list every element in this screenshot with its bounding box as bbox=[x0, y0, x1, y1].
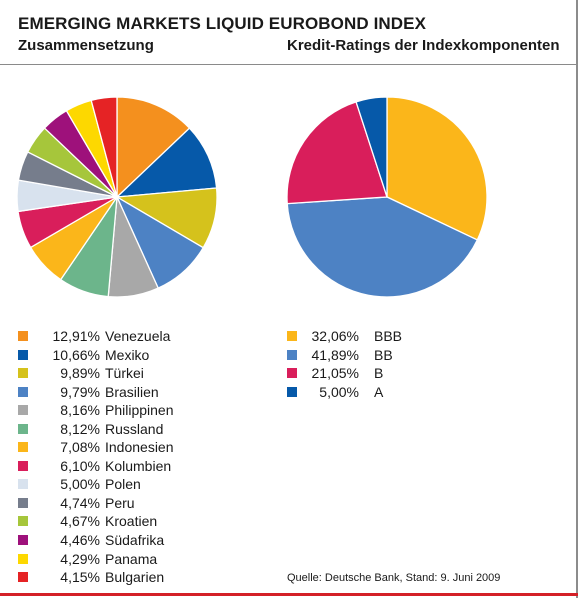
legend-value: 21,05% bbox=[311, 365, 359, 382]
legend-value: 8,12% bbox=[60, 420, 100, 437]
subtitle-credit-ratings: Kredit-Ratings der Indexkomponenten bbox=[287, 37, 560, 54]
legend-label: B bbox=[374, 365, 384, 382]
legend-swatch bbox=[18, 423, 28, 434]
legend-value: 4,74% bbox=[60, 494, 100, 511]
legend-label: Türkei bbox=[105, 365, 144, 382]
legend-value: 41,89% bbox=[311, 346, 359, 363]
legend-label: Russland bbox=[105, 420, 164, 437]
legend-value: 4,15% bbox=[60, 569, 100, 586]
frame-bottom-border bbox=[0, 593, 578, 596]
ratings-slice-bb bbox=[286, 196, 478, 298]
ratings-slice-b bbox=[286, 101, 388, 205]
legend-value: 5,00% bbox=[319, 383, 359, 400]
legend-label: Peru bbox=[105, 494, 135, 511]
legend-value: 8,16% bbox=[60, 402, 100, 419]
legend-swatch bbox=[18, 331, 28, 341]
legend-swatch bbox=[18, 349, 28, 360]
composition-slice-mexiko bbox=[116, 127, 218, 198]
legend-value: 12,91% bbox=[52, 328, 100, 344]
legend-label: Bulgarien bbox=[105, 569, 165, 586]
legend-swatch bbox=[287, 386, 297, 397]
legend-value: 5,00% bbox=[60, 476, 100, 493]
legend-value: 32,06% bbox=[311, 328, 359, 344]
legend-swatch bbox=[18, 535, 28, 546]
legend-value: 9,89% bbox=[60, 365, 100, 382]
legend-value: 6,10% bbox=[60, 457, 100, 474]
legend-label: Südafrika bbox=[105, 532, 165, 549]
legend-value: 10,66% bbox=[52, 346, 100, 363]
legend-label: BBB bbox=[374, 328, 403, 344]
legend-label: Philippinen bbox=[105, 402, 174, 419]
composition-slice-bulgarien bbox=[90, 96, 118, 198]
legend-label: A bbox=[374, 383, 384, 400]
ratings-slice-bbb bbox=[386, 96, 488, 241]
legend-swatch bbox=[18, 572, 28, 583]
legend-swatch bbox=[18, 553, 28, 564]
legend-value: 4,29% bbox=[60, 550, 100, 567]
legend-swatch bbox=[18, 368, 28, 379]
legend-swatch bbox=[18, 460, 28, 471]
composition-slice-venezuela bbox=[116, 96, 191, 198]
chart-title: EMERGING MARKETS LIQUID EUROBOND INDEX bbox=[18, 14, 427, 33]
legend-label: Mexiko bbox=[105, 346, 150, 363]
subtitle-composition: Zusammensetzung bbox=[18, 37, 154, 54]
legend-value: 4,67% bbox=[60, 513, 100, 530]
legend-swatch bbox=[18, 516, 28, 527]
header-divider bbox=[0, 64, 576, 65]
legend-swatch bbox=[18, 386, 28, 397]
legend-swatch bbox=[18, 497, 28, 508]
legend-label: Kroatien bbox=[105, 513, 158, 530]
source-note: Quelle: Deutsche Bank, Stand: 9. Juni 20… bbox=[287, 572, 501, 584]
legend-value: 7,08% bbox=[60, 439, 100, 456]
legend-swatch bbox=[18, 442, 28, 453]
legend-value: 4,46% bbox=[60, 532, 100, 549]
legend-swatch bbox=[18, 405, 28, 416]
legend-swatch bbox=[18, 479, 28, 490]
frame-right-border bbox=[576, 0, 578, 598]
legend-label: Kolumbien bbox=[105, 457, 172, 474]
legend-label: Venezuela bbox=[105, 328, 171, 344]
legend-label: BB bbox=[374, 346, 393, 363]
legend-label: Panama bbox=[105, 550, 158, 567]
legend-value: 9,79% bbox=[60, 383, 100, 400]
legend-swatch bbox=[287, 368, 297, 379]
legend-swatch bbox=[287, 349, 297, 360]
legend-swatch bbox=[287, 331, 297, 341]
legend-label: Brasilien bbox=[105, 383, 159, 400]
ratings-slice-a bbox=[355, 96, 388, 198]
legend-label: Indonesien bbox=[105, 439, 174, 456]
legend-label: Polen bbox=[105, 476, 141, 493]
